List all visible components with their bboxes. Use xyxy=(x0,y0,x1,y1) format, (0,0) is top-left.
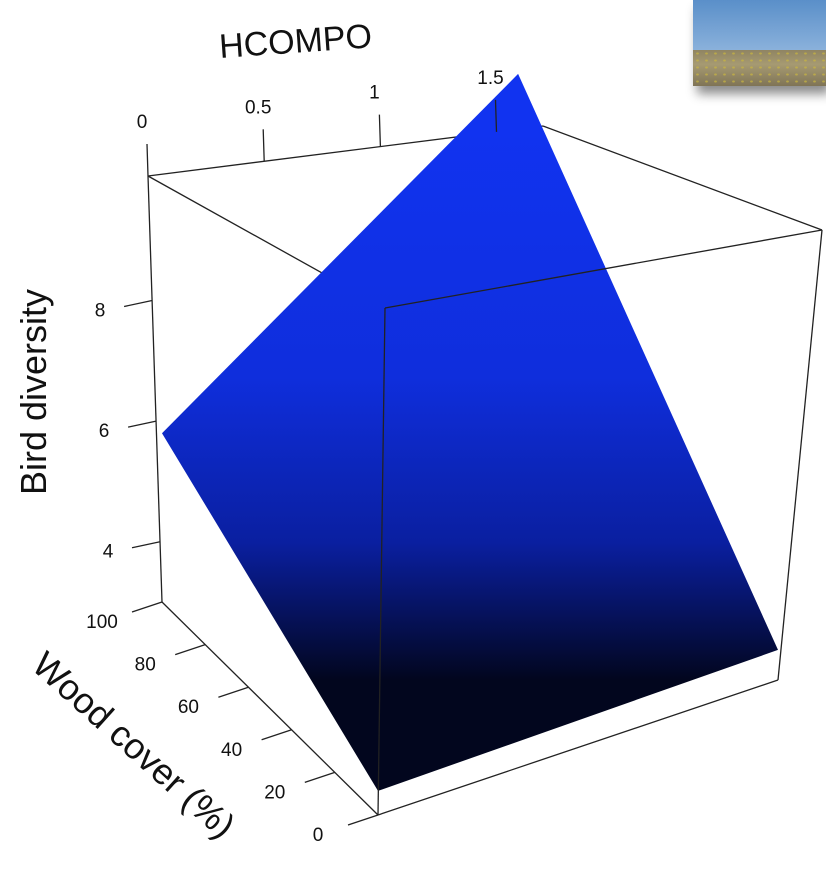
z-tick-label: 20 xyxy=(264,782,285,803)
y-tick-mark xyxy=(131,541,161,549)
z-tick-mark xyxy=(174,643,206,656)
surface-plane xyxy=(162,73,778,791)
z-tick-mark xyxy=(261,729,292,741)
y-tick-label: 8 xyxy=(95,301,106,322)
y-tick-label: 6 xyxy=(99,421,110,442)
x-tick-label: 0.5 xyxy=(245,97,271,118)
z-tick-label: 80 xyxy=(135,655,156,676)
x-tick-mark xyxy=(494,99,498,132)
box-front-edges xyxy=(377,229,823,816)
x-axis-title: HCOMPO xyxy=(218,17,373,66)
y-tick-mark xyxy=(123,299,153,308)
x-tick-mark xyxy=(262,129,265,162)
hcompo-axis-ticks: 0 0.5 1 1.5 xyxy=(137,68,504,177)
x-tick-label: 1 xyxy=(369,83,380,104)
z-tick-mark xyxy=(304,771,336,784)
x-tick-mark xyxy=(378,114,382,147)
z-tick-mark xyxy=(347,814,379,826)
z-tick-label: 0 xyxy=(313,825,324,846)
z-tick-mark xyxy=(218,686,249,698)
z-tick-label: 40 xyxy=(221,740,242,761)
y-axis-title: Bird diversity xyxy=(13,289,54,495)
z-tick-label: 60 xyxy=(178,697,199,718)
x-tick-label: 0 xyxy=(137,112,148,133)
x-tick-label: 1.5 xyxy=(477,68,503,89)
wood-cover-axis-ticks: 0 20 40 60 80 100 xyxy=(86,601,379,846)
x-tick-mark xyxy=(146,143,149,177)
y-tick-label: 4 xyxy=(103,542,114,563)
bird-diversity-axis-ticks: 4 6 8 xyxy=(95,299,161,563)
wheat-field-photo xyxy=(693,0,826,86)
z-tick-label: 100 xyxy=(86,612,118,633)
z-tick-mark xyxy=(131,601,163,613)
y-tick-mark xyxy=(127,420,157,428)
